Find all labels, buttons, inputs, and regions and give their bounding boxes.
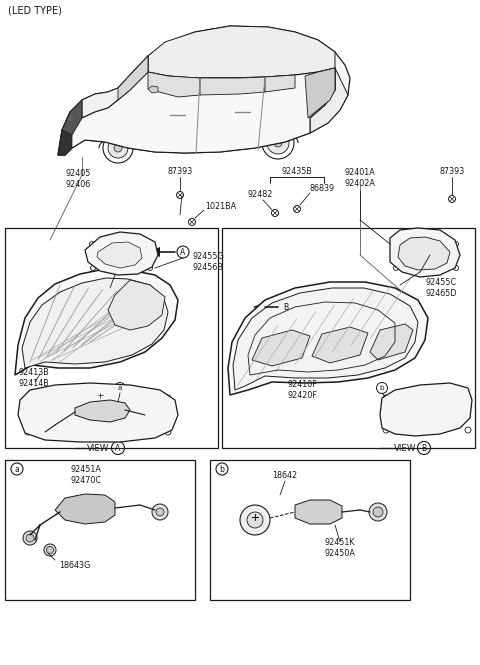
Polygon shape: [97, 242, 142, 268]
Text: 92451K
92450A: 92451K 92450A: [324, 538, 355, 558]
Text: 1021BA: 1021BA: [205, 201, 236, 211]
Polygon shape: [252, 330, 310, 366]
Text: 92413B
92414B: 92413B 92414B: [18, 368, 49, 388]
Text: A: A: [115, 444, 120, 452]
Polygon shape: [228, 282, 428, 395]
Circle shape: [47, 547, 53, 553]
Polygon shape: [118, 56, 148, 100]
Text: 92405
92406: 92405 92406: [65, 169, 91, 189]
Text: 18642: 18642: [273, 471, 298, 479]
Text: 92455G
92456B: 92455G 92456B: [192, 252, 224, 272]
Polygon shape: [18, 383, 178, 442]
Polygon shape: [310, 68, 335, 105]
Polygon shape: [22, 278, 168, 368]
Polygon shape: [15, 269, 178, 375]
Text: 92410F
92420F: 92410F 92420F: [287, 380, 317, 400]
Circle shape: [26, 534, 34, 542]
Polygon shape: [85, 232, 158, 275]
Text: 92451A
92470C: 92451A 92470C: [70, 465, 101, 485]
Polygon shape: [265, 75, 295, 92]
Polygon shape: [200, 77, 265, 95]
Polygon shape: [312, 327, 368, 363]
Polygon shape: [58, 130, 72, 155]
Polygon shape: [398, 237, 450, 270]
Circle shape: [267, 132, 289, 154]
Text: VIEW: VIEW: [394, 444, 416, 452]
Polygon shape: [148, 247, 160, 257]
Circle shape: [23, 531, 37, 545]
Polygon shape: [62, 100, 82, 135]
Polygon shape: [253, 302, 265, 312]
Circle shape: [44, 544, 56, 556]
Text: ©: ©: [67, 118, 73, 122]
Text: 92435B: 92435B: [282, 166, 312, 176]
Polygon shape: [295, 500, 342, 524]
Circle shape: [240, 505, 270, 535]
Polygon shape: [82, 56, 148, 118]
Polygon shape: [233, 288, 418, 390]
Circle shape: [373, 507, 383, 517]
Circle shape: [103, 133, 133, 163]
Text: B: B: [421, 444, 427, 452]
Text: 92482: 92482: [247, 190, 273, 198]
Circle shape: [391, 414, 395, 418]
Circle shape: [389, 412, 397, 420]
Polygon shape: [310, 68, 348, 133]
Polygon shape: [108, 280, 165, 330]
Polygon shape: [148, 26, 335, 78]
Polygon shape: [75, 400, 130, 422]
Text: 86839: 86839: [310, 184, 335, 192]
Text: 92455C
92465D: 92455C 92465D: [425, 278, 456, 298]
Circle shape: [96, 392, 104, 398]
Circle shape: [108, 138, 128, 158]
Text: 87393: 87393: [439, 166, 465, 176]
Polygon shape: [148, 86, 158, 93]
Text: (LED TYPE): (LED TYPE): [8, 5, 62, 15]
Text: a: a: [118, 385, 122, 391]
Polygon shape: [58, 68, 335, 155]
Circle shape: [247, 512, 263, 528]
Circle shape: [156, 508, 164, 516]
Polygon shape: [55, 494, 115, 524]
Polygon shape: [305, 68, 335, 118]
Polygon shape: [380, 383, 472, 436]
Text: A: A: [180, 247, 186, 257]
Polygon shape: [390, 228, 460, 277]
Text: 18643G: 18643G: [60, 561, 91, 569]
Polygon shape: [370, 324, 413, 360]
Text: VIEW: VIEW: [87, 444, 109, 452]
Circle shape: [262, 127, 294, 159]
Text: B: B: [283, 303, 288, 311]
Text: 92401A
92402A: 92401A 92402A: [345, 168, 375, 188]
Text: a: a: [14, 464, 19, 473]
Circle shape: [369, 503, 387, 521]
Text: b: b: [380, 385, 384, 391]
Text: b: b: [219, 464, 225, 473]
Circle shape: [152, 504, 168, 520]
Circle shape: [114, 144, 122, 152]
Polygon shape: [58, 26, 350, 155]
Polygon shape: [148, 72, 200, 97]
Text: 87393: 87393: [168, 166, 192, 176]
Circle shape: [274, 139, 282, 147]
